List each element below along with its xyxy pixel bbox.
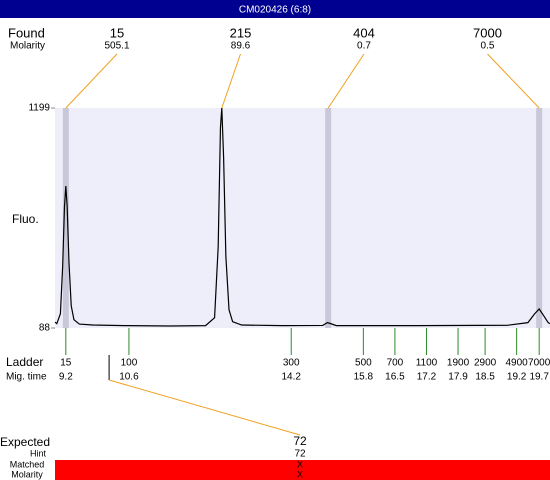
ladder-time: 15.8 (354, 372, 374, 383)
ladder-size: 1900 (447, 358, 470, 369)
expected-label: Expected (0, 435, 50, 449)
ladder-size: 100 (121, 358, 138, 369)
expected-size: 72 (293, 434, 307, 448)
expected-molarity: X (297, 469, 303, 479)
ladder-size: 700 (387, 358, 404, 369)
ladder-time: 19.7 (529, 372, 549, 383)
trace (54, 107, 550, 327)
ladder-time: 10.6 (119, 372, 139, 383)
found-size: 215 (230, 25, 252, 40)
expected-leader (108, 379, 301, 436)
found-size: 7000 (473, 25, 502, 40)
marker-band (62, 108, 69, 328)
ladder-label: Ladder (6, 355, 43, 369)
ladder-time: 16.5 (385, 372, 405, 383)
plot-area (55, 108, 550, 328)
ladder-size: 15 (60, 358, 72, 369)
expected-molarity-label: Molarity (11, 469, 43, 479)
found-molarity: 0.5 (481, 41, 495, 52)
molarity-label: Molarity (10, 41, 45, 52)
y-axis-label: Fluo. (12, 212, 39, 226)
ladder-size: 7000 (528, 358, 550, 369)
found-size: 15 (110, 25, 124, 40)
expected-hint: 72 (294, 449, 306, 460)
marker-band (325, 108, 332, 328)
found-size: 404 (353, 25, 375, 40)
ladder-size: 300 (283, 358, 300, 369)
hint-label: Hint (30, 448, 47, 458)
ladder-size: 500 (355, 358, 372, 369)
found-leader (221, 53, 241, 109)
ladder-time: 17.9 (448, 372, 468, 383)
marker-band (536, 108, 543, 328)
ladder-time: 17.2 (417, 372, 437, 383)
ladder-time: 9.2 (59, 372, 73, 383)
found-molarity: 89.6 (231, 41, 251, 52)
ladder-size: 1100 (416, 358, 438, 369)
ladder-size: 2900 (474, 358, 497, 369)
matched-bar (55, 460, 550, 480)
found-molarity: 505.1 (104, 41, 129, 52)
mig-time-label: Mig. time (6, 372, 47, 383)
found-leader (487, 53, 540, 109)
title-bar (0, 0, 550, 18)
found-leader (65, 53, 118, 109)
y-tick-label: 1199 (28, 103, 50, 114)
window-title: CM020426 (6:8) (239, 5, 311, 16)
ladder-size: 4900 (506, 358, 529, 369)
ladder-time: 19.2 (507, 372, 527, 383)
ladder-time: 14.2 (281, 372, 301, 383)
ladder-time: 18.5 (475, 372, 495, 383)
y-tick-label: 88 (39, 323, 51, 334)
found-leader (327, 53, 365, 109)
found-label: Found (8, 25, 45, 40)
matched-label: Matched (10, 459, 45, 469)
found-molarity: 0.7 (357, 41, 371, 52)
expected-matched: X (297, 459, 303, 469)
